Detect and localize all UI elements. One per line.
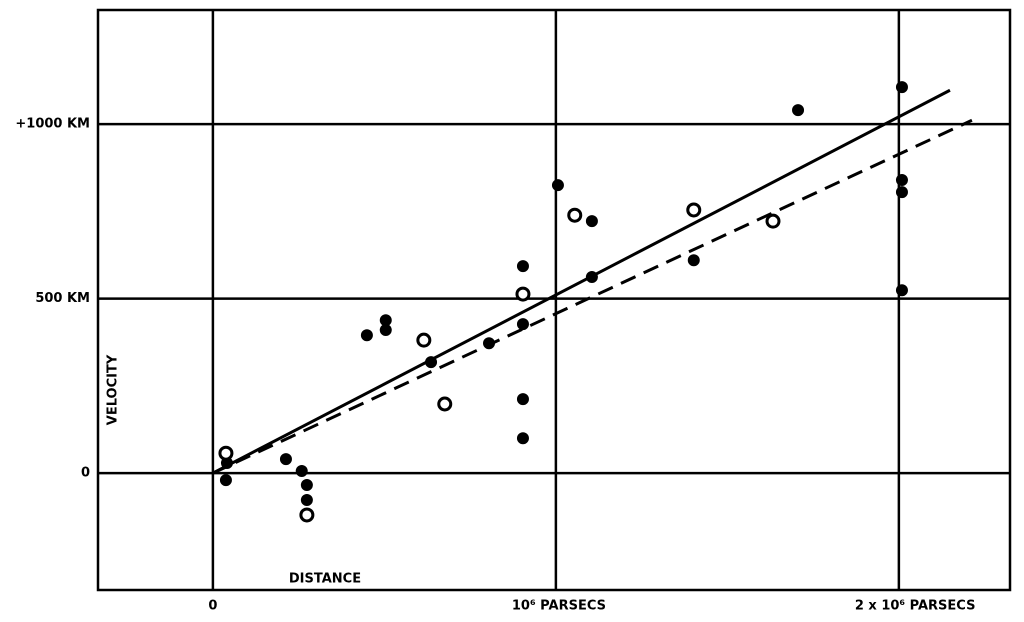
- open-point: [218, 445, 234, 461]
- filled-point: [516, 260, 529, 273]
- open-point: [299, 507, 315, 523]
- filled-point: [895, 186, 908, 199]
- open-point: [567, 207, 583, 223]
- y-tick-label: 0: [81, 466, 90, 481]
- fit-line: [212, 88, 951, 475]
- fit-line: [212, 118, 973, 475]
- filled-point: [895, 81, 908, 94]
- filled-point: [279, 453, 292, 466]
- x-axis-label: DISTANCE: [289, 572, 361, 587]
- filled-point: [687, 254, 700, 267]
- y-tick-label: +1000 KM: [15, 117, 90, 132]
- filled-point: [379, 324, 392, 337]
- x-tick-label: 2 x 10⁶ PARSECS: [855, 599, 976, 614]
- filled-point: [516, 393, 529, 406]
- filled-point: [585, 215, 598, 228]
- plot-frame: [96, 8, 1012, 592]
- filled-point: [360, 329, 373, 342]
- filled-point: [516, 318, 529, 331]
- open-point: [416, 332, 432, 348]
- filled-point: [300, 478, 313, 491]
- x-tick-label: 10⁶ PARSECS: [512, 599, 606, 614]
- open-point: [765, 213, 781, 229]
- filled-point: [551, 179, 564, 192]
- open-point: [437, 396, 453, 412]
- filled-point: [792, 104, 805, 117]
- filled-point: [219, 474, 232, 487]
- x-tick-label: 0: [208, 599, 217, 614]
- filled-point: [516, 432, 529, 445]
- open-point: [515, 286, 531, 302]
- y-axis-label: VELOCITY: [106, 354, 121, 425]
- filled-point: [300, 493, 313, 506]
- y-tick-label: 500 KM: [35, 291, 90, 306]
- filled-point: [895, 284, 908, 297]
- open-point: [686, 202, 702, 218]
- filled-point: [895, 173, 908, 186]
- filled-point: [295, 464, 308, 477]
